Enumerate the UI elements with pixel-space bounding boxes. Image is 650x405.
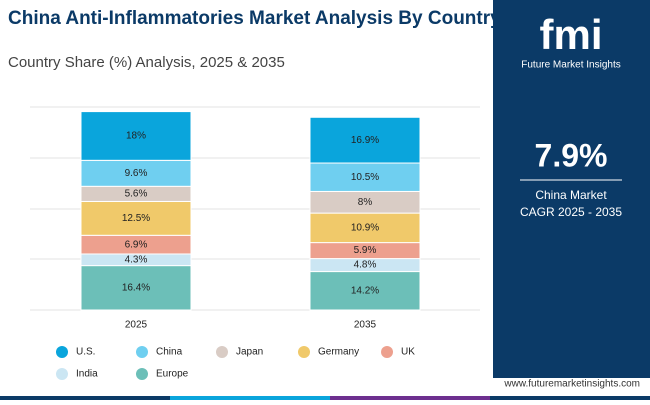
data-label: 16.9%	[351, 135, 379, 146]
bar-segment	[309, 116, 421, 164]
title-text: China Anti-Inflammatories Market Analysi…	[8, 8, 501, 29]
data-label: 12.5%	[122, 213, 150, 224]
data-label: 14.2%	[351, 285, 379, 296]
x-tick-label: 2035	[354, 320, 377, 331]
legend-swatch	[136, 368, 148, 380]
legend-label: Europe	[156, 369, 189, 380]
brand: Future Market Insights	[521, 60, 620, 71]
chart-subtitle: Country Share (%) Analysis, 2025 & 2035	[8, 54, 285, 71]
data-label: 4.3%	[125, 254, 148, 265]
bar-segment	[309, 212, 421, 244]
footer-strip	[330, 396, 490, 400]
data-label: 8%	[358, 197, 373, 208]
legend: U.S. China Japan Germany UK India Europe	[56, 346, 415, 380]
bar-segment	[80, 265, 192, 311]
data-label: 16.4%	[122, 282, 150, 293]
legend-swatch	[298, 346, 310, 358]
data-label: 5.9%	[354, 245, 377, 256]
cagr-line1: China Market	[535, 188, 607, 202]
cagr-line2: CAGR 2025 - 2035	[520, 205, 622, 219]
data-label: 9.6%	[125, 168, 148, 179]
data-label: 6.9%	[125, 239, 148, 250]
legend-label: Germany	[318, 347, 359, 358]
data-label: 18%	[126, 131, 146, 142]
logo: fmi	[540, 11, 603, 58]
legend-swatch	[216, 346, 228, 358]
legend-swatch	[56, 368, 68, 380]
legend-label: Japan	[236, 347, 263, 358]
legend-swatch	[56, 346, 68, 358]
plot: 16.4% 4.3% 6.9% 12.5% 5.6% 9.6% 18% 2025 14.2% 4.…	[80, 111, 421, 331]
data-label: 4.8%	[354, 260, 377, 271]
data-label: 5.6%	[125, 189, 148, 200]
footer-strip	[0, 396, 170, 400]
legend-label: UK	[401, 347, 415, 358]
footer-strip	[170, 396, 330, 400]
sidebar-panel	[493, 0, 650, 378]
bar-segment	[309, 162, 421, 192]
bar-segment	[309, 271, 421, 311]
legend-swatch	[381, 346, 393, 358]
data-label: 10.5%	[351, 172, 379, 183]
legend-label: India	[76, 369, 98, 380]
bar-segment	[80, 111, 192, 161]
bar-segment	[80, 159, 192, 187]
footer-strip	[490, 396, 650, 400]
website: www.futuremarketinsights.com	[503, 379, 640, 390]
legend-swatch	[136, 346, 148, 358]
data-label: 10.9%	[351, 222, 379, 233]
chart-title: China Anti-Inflammatories Market Analysi…	[8, 8, 501, 29]
cagr-value: 7.9%	[535, 137, 608, 173]
x-tick-label: 2025	[125, 320, 148, 331]
legend-label: China	[156, 347, 183, 358]
legend-label: U.S.	[76, 347, 95, 358]
